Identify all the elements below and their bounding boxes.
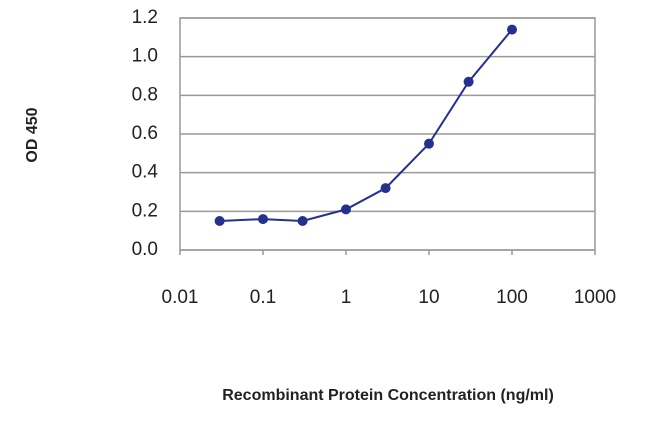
x-tick-label: 0.1 xyxy=(250,287,276,308)
x-tick-label: 1000 xyxy=(574,287,616,308)
data-point xyxy=(424,138,434,149)
data-point xyxy=(507,24,517,35)
y-tick-label: 1.2 xyxy=(132,7,158,28)
data-point xyxy=(214,216,225,226)
y-tick-label: 0.2 xyxy=(132,200,158,221)
data-point xyxy=(341,204,351,215)
plot-frame xyxy=(179,17,596,251)
y-tick-label: 0.8 xyxy=(132,84,158,105)
x-tick-label: 10 xyxy=(418,287,439,308)
x-tick-label: 0.01 xyxy=(162,287,199,308)
y-tick-label: 0.0 xyxy=(132,239,158,260)
y-tick-label: 0.4 xyxy=(132,162,159,183)
y-tick-label: 0.6 xyxy=(132,123,158,144)
data-point xyxy=(297,216,308,226)
x-axis-label: Recombinant Protein Concentration (ng/ml… xyxy=(222,387,554,404)
y-axis-label: OD 450 xyxy=(24,107,41,162)
data-point xyxy=(463,76,474,87)
x-tick-label: 1 xyxy=(341,287,352,308)
data-point xyxy=(258,214,268,225)
y-tick-label: 1.0 xyxy=(132,46,158,67)
x-tick-label: 100 xyxy=(496,287,528,308)
data-line xyxy=(219,28,513,223)
data-point xyxy=(380,183,391,194)
